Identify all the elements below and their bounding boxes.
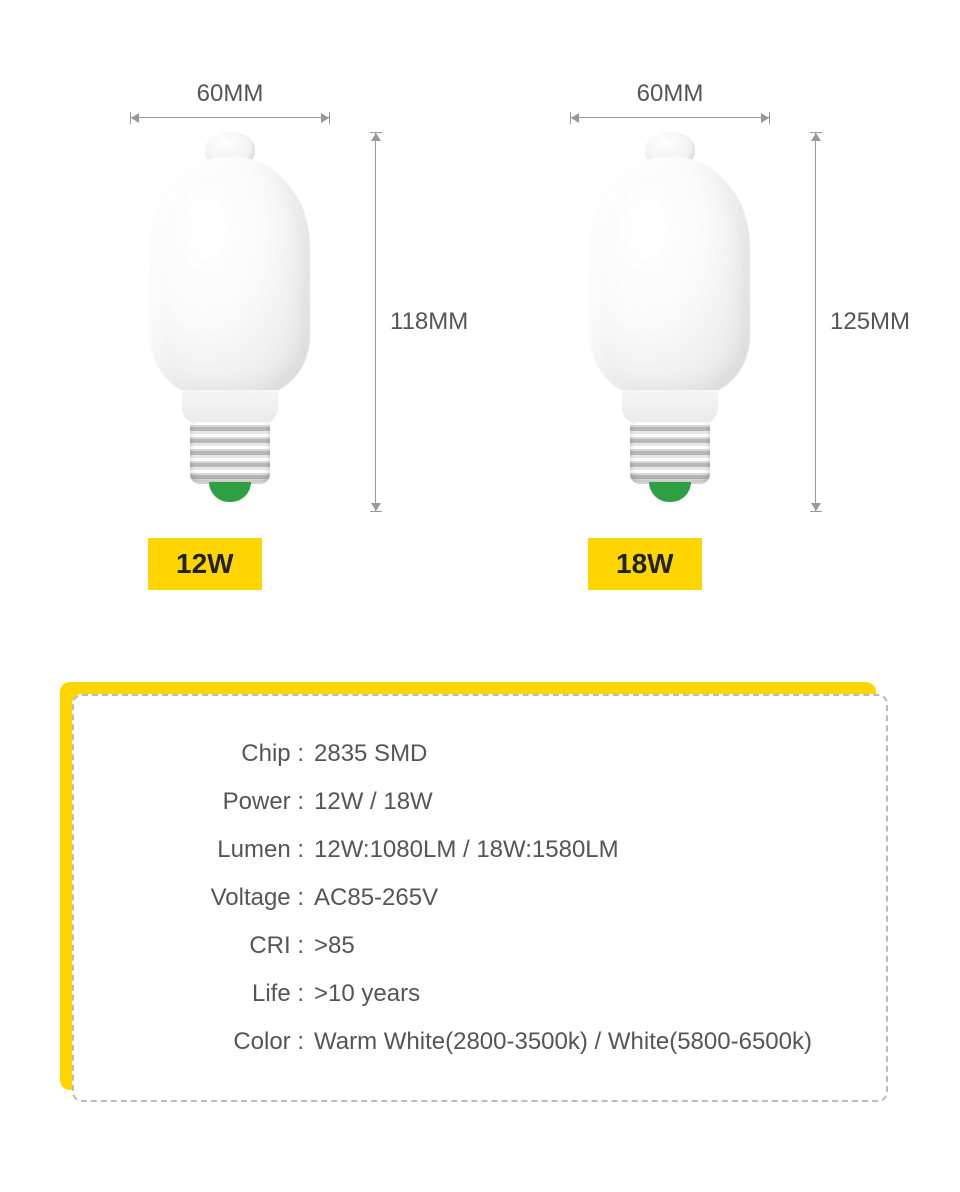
spec-row: Voltage : AC85-265V [114, 884, 846, 912]
arrow-down-icon [371, 503, 381, 511]
bulb-illustration [150, 132, 310, 512]
spec-value: Warm White(2800-3500k) / White(5800-6500… [314, 1028, 846, 1056]
bulb-unit-12w: 60MM 118MM 12W [70, 60, 450, 620]
bulb-neck-icon [622, 390, 718, 424]
spec-value: >10 years [314, 980, 846, 1008]
spec-panel: Chip : 2835 SMD Power : 12W / 18W Lumen … [72, 694, 888, 1102]
spec-key: Life : [114, 980, 314, 1008]
width-line [130, 112, 330, 124]
arrow-right-icon [761, 113, 769, 123]
bulb-screw-icon [630, 422, 710, 484]
bulb-glass-icon [590, 156, 750, 396]
arrow-down-icon [811, 503, 821, 511]
width-line [570, 112, 770, 124]
spec-key: Color : [114, 1028, 314, 1056]
bulb-illustration [590, 132, 750, 512]
bulb-screw-icon [190, 422, 270, 484]
spec-key: Chip : [114, 740, 314, 768]
height-dimension: 125MM [810, 132, 870, 512]
spec-row: Life : >10 years [114, 980, 846, 1008]
height-line [370, 132, 382, 512]
arrow-right-icon [321, 113, 329, 123]
spec-row: Power : 12W / 18W [114, 788, 846, 816]
spec-key: Voltage : [114, 884, 314, 912]
width-dimension: 60MM [570, 80, 770, 120]
wattage-badge: 18W [588, 538, 702, 590]
arrow-left-icon [131, 113, 139, 123]
spec-box: Chip : 2835 SMD Power : 12W / 18W Lumen … [72, 694, 888, 1102]
bulb-tip-icon [649, 482, 691, 502]
width-label: 60MM [130, 80, 330, 108]
bulb-neck-icon [182, 390, 278, 424]
height-line [810, 132, 822, 512]
height-dimension: 118MM [370, 132, 430, 512]
spec-row: Lumen : 12W:1080LM / 18W:1580LM [114, 836, 846, 864]
arrow-up-icon [811, 133, 821, 141]
height-label: 125MM [830, 308, 910, 336]
bulb-glass-icon [150, 156, 310, 396]
spec-row: Chip : 2835 SMD [114, 740, 846, 768]
height-label: 118MM [390, 308, 468, 336]
width-label: 60MM [570, 80, 770, 108]
bulb-unit-18w: 60MM 125MM 18W [510, 60, 890, 620]
spec-value: AC85-265V [314, 884, 846, 912]
spec-row: CRI : >85 [114, 932, 846, 960]
arrow-left-icon [571, 113, 579, 123]
bulb-tip-icon [209, 482, 251, 502]
bulbs-row: 60MM 118MM 12W 60MM [0, 0, 960, 660]
wattage-badge: 12W [148, 538, 262, 590]
spec-key: CRI : [114, 932, 314, 960]
spec-row: Color : Warm White(2800-3500k) / White(5… [114, 1028, 846, 1056]
spec-value: >85 [314, 932, 846, 960]
spec-value: 12W / 18W [314, 788, 846, 816]
spec-key: Power : [114, 788, 314, 816]
arrow-up-icon [371, 133, 381, 141]
spec-key: Lumen : [114, 836, 314, 864]
spec-value: 12W:1080LM / 18W:1580LM [314, 836, 846, 864]
spec-value: 2835 SMD [314, 740, 846, 768]
width-dimension: 60MM [130, 80, 330, 120]
